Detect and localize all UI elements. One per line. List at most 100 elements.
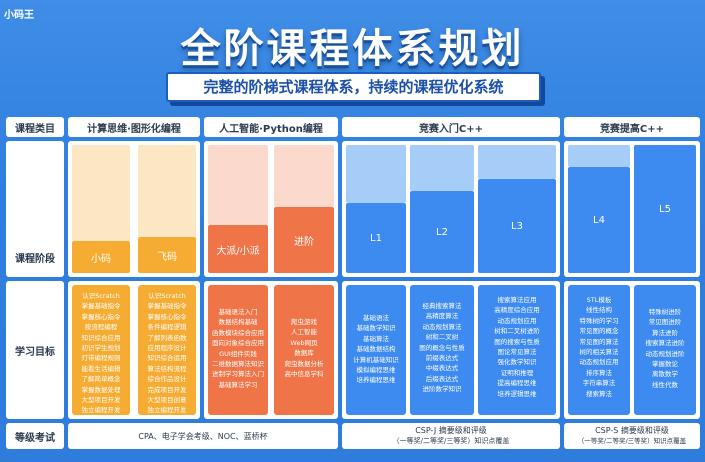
goal-item: 树和二叉树进阶 bbox=[494, 327, 540, 336]
goal-item: STL模板 bbox=[586, 296, 612, 304]
goal-item: 面向对象综合应用 bbox=[212, 339, 264, 348]
category-header-python: 人工智能·Python编程 bbox=[204, 117, 338, 137]
stage-l5: L5 bbox=[634, 145, 696, 273]
goal-item: 算法结构流程 bbox=[147, 364, 187, 373]
goal-item: 字符串算法 bbox=[582, 379, 616, 388]
row-label-exam: 等级考试 bbox=[6, 423, 64, 449]
goal-item: 排序算法 bbox=[586, 368, 612, 377]
goal-item: 综合作品设计 bbox=[147, 375, 187, 384]
stage-bar-l2-top bbox=[410, 145, 474, 191]
goal-item: 搜索算法 bbox=[586, 389, 612, 398]
goal-item: 函数模块综合应用 bbox=[212, 328, 264, 337]
goal-item: 按流程编程 bbox=[84, 323, 118, 332]
goal-list-jinjie: 爬虫游戏人工智能 Web网页数据库 爬虫数据分析 高中信息学科 bbox=[274, 285, 334, 415]
goal-item: 树的相关算法 bbox=[579, 348, 619, 357]
stage-jinjie: 进阶 bbox=[274, 207, 334, 273]
page-title: 全阶课程体系规划 bbox=[180, 26, 525, 72]
brand-logo: 小码王 bbox=[4, 10, 34, 21]
exam-csp-s-line2: （一等奖/二等奖/三等奖）知识点覆盖 bbox=[577, 437, 687, 445]
stage-bar-dapai-top bbox=[208, 145, 268, 225]
goal-item: 高中信息学科 bbox=[284, 370, 324, 379]
goal-item: 强化数学知识 bbox=[497, 358, 537, 367]
stage-l2: L2 bbox=[410, 191, 474, 273]
goal-item: 掌握数据处理 bbox=[81, 385, 121, 394]
stage-dapai: 大派/小派 bbox=[208, 225, 268, 273]
goal-item: 常见图的概念 bbox=[579, 327, 619, 336]
stage-bar-jinjie-top bbox=[274, 145, 334, 207]
goal-item: 动态规划应用 bbox=[497, 316, 537, 325]
goal-item: 高精度综合应用 bbox=[494, 306, 540, 315]
goal-item: 掌握基础指令 bbox=[81, 302, 121, 311]
goal-item: 培养编程思维 bbox=[356, 376, 396, 385]
goal-item: 特殊树进阶 bbox=[648, 308, 682, 316]
exam-csp-s-line1: CSP-S 摘要级和评级 bbox=[595, 426, 669, 435]
goal-list-dapai: 基础语法入门 数据结构基础 函数模块综合应用 面向对象综合应用 GUI组件实践 二维数据算… bbox=[208, 285, 268, 415]
goal-item: 二维数据算法知识 bbox=[212, 360, 264, 369]
stage-feima: 飞码 bbox=[138, 237, 196, 273]
goal-item: 经典搜索算法 bbox=[422, 302, 462, 310]
goal-item: 了解列表函数 bbox=[147, 333, 187, 342]
goal-item: 基础数据结构 bbox=[356, 345, 396, 354]
goal-item: 基础语法入门 bbox=[218, 308, 258, 316]
stage-l3: L3 bbox=[478, 179, 556, 273]
goal-item: 独立编程开发 bbox=[81, 406, 121, 415]
goal-item: 掌握核心指令 bbox=[147, 312, 187, 321]
goal-item: 常见图的算法 bbox=[579, 337, 619, 346]
goal-item: 掌握核心指令 bbox=[81, 312, 121, 321]
goal-list-l4: STL模板线性结构 特殊树的学习 常见图的概念 常见图的算法 树的相关算法 动态规划应用排… bbox=[568, 285, 630, 415]
goal-item: 数据结构基础 bbox=[218, 318, 258, 327]
exam-csp-j: CSP-J 摘要级和评级 （一等奖/二等奖/三等奖）知识点覆盖 bbox=[342, 423, 560, 449]
goal-item: 爬虫数据分析 bbox=[284, 359, 324, 368]
goal-item: 线性代数 bbox=[652, 380, 678, 389]
stage-bar-l3-top bbox=[478, 145, 556, 179]
category-header-cpp-intro: 竞赛入门C++ bbox=[342, 117, 560, 137]
goal-item: 人工智能 bbox=[291, 328, 317, 337]
row-label-stage-text: 课程阶段 bbox=[15, 253, 55, 265]
goal-item: 灯带编程规则 bbox=[81, 354, 121, 363]
exam-csp-j-line2: （一等奖/二等奖/三等奖）知识点覆盖 bbox=[392, 437, 510, 445]
goal-list-l3: 搜索算法应用 高精度综合应用 动态规划应用 树和二叉树进阶 图的搜索与性质 图论常见算法强… bbox=[478, 285, 556, 415]
goal-item: GUI组件实践 bbox=[219, 349, 257, 358]
goal-item: Web网页 bbox=[290, 338, 318, 347]
goal-item: 掌握基础指令 bbox=[147, 302, 187, 311]
goal-item: 动态规划进阶 bbox=[645, 349, 685, 358]
goal-item: 特殊树的学习 bbox=[579, 316, 619, 325]
goal-item: 后缀表达式 bbox=[425, 374, 459, 383]
goal-item: 计算机基础知识 bbox=[353, 355, 399, 364]
goal-item: 认识Scratch bbox=[148, 292, 186, 300]
goal-item: 基础语法 bbox=[363, 314, 389, 322]
goal-item: 前缀表达式 bbox=[425, 354, 459, 363]
goal-item: 动态规划应用 bbox=[579, 358, 619, 367]
goal-item: 基础算法学习 bbox=[218, 380, 258, 389]
goal-item: 图的搜索与性质 bbox=[494, 337, 540, 346]
goal-item: 初识学生规划 bbox=[81, 344, 121, 353]
page-subtitle: 完整的阶梯式课程体系，持续的课程优化系统 bbox=[166, 72, 541, 102]
goal-item: 爬虫游戏 bbox=[291, 318, 317, 326]
goal-item: 培养逻辑思维 bbox=[497, 389, 537, 398]
goal-item: 提高编程思维 bbox=[497, 379, 537, 388]
goal-list-l5: 特殊树进阶 常见图进阶 算法进阶 搜索算法进阶 动态规划进阶 掌握数论 离散数学 线性代数 bbox=[634, 285, 696, 415]
category-header-cpp-advanced: 竞赛提高C++ bbox=[564, 117, 700, 137]
row-label-stage: 课程阶段 bbox=[6, 141, 64, 277]
stage-bar-feima-top bbox=[138, 145, 196, 237]
exam-scratch-python-text: CPA、电子学会考级、NOC、蓝桥杯 bbox=[138, 431, 268, 441]
goal-item: 搜索算法应用 bbox=[497, 296, 537, 304]
exam-scratch-python: CPA、电子学会考级、NOC、蓝桥杯 bbox=[68, 423, 338, 449]
goal-list-xiaoma: 认识Scratch 掌握基础指令 掌握核心指令 按流程编程 知识综合应用 初识学生规划 灯带… bbox=[72, 285, 130, 415]
goal-item: 进制学习算法入门 bbox=[212, 370, 264, 379]
category-header-scratch: 计算思维·图形化编程 bbox=[68, 117, 200, 137]
goal-item: 了解简单概念 bbox=[81, 375, 121, 384]
stage-l1: L1 bbox=[346, 203, 406, 273]
goal-item: 独立编程开发 bbox=[147, 406, 187, 415]
row-label-category: 课程类目 bbox=[6, 117, 64, 137]
goal-item: 常见图进阶 bbox=[648, 318, 682, 327]
goal-list-feima: 认识Scratch 掌握基础指令 掌握核心指令 条件编程逻辑 了解列表函数 应用程序设计知… bbox=[138, 285, 196, 415]
goal-item: 线性结构 bbox=[586, 306, 612, 315]
row-label-goal: 学习目标 bbox=[6, 281, 64, 419]
goal-item: 高精度算法 bbox=[425, 312, 459, 321]
goal-item: 应用程序设计 bbox=[147, 344, 187, 353]
goal-item: 条件编程逻辑 bbox=[147, 323, 187, 332]
stage-l4: L4 bbox=[568, 167, 630, 273]
goal-item: 模拟编程思维 bbox=[356, 366, 396, 375]
goal-item: 数据库 bbox=[294, 349, 314, 358]
